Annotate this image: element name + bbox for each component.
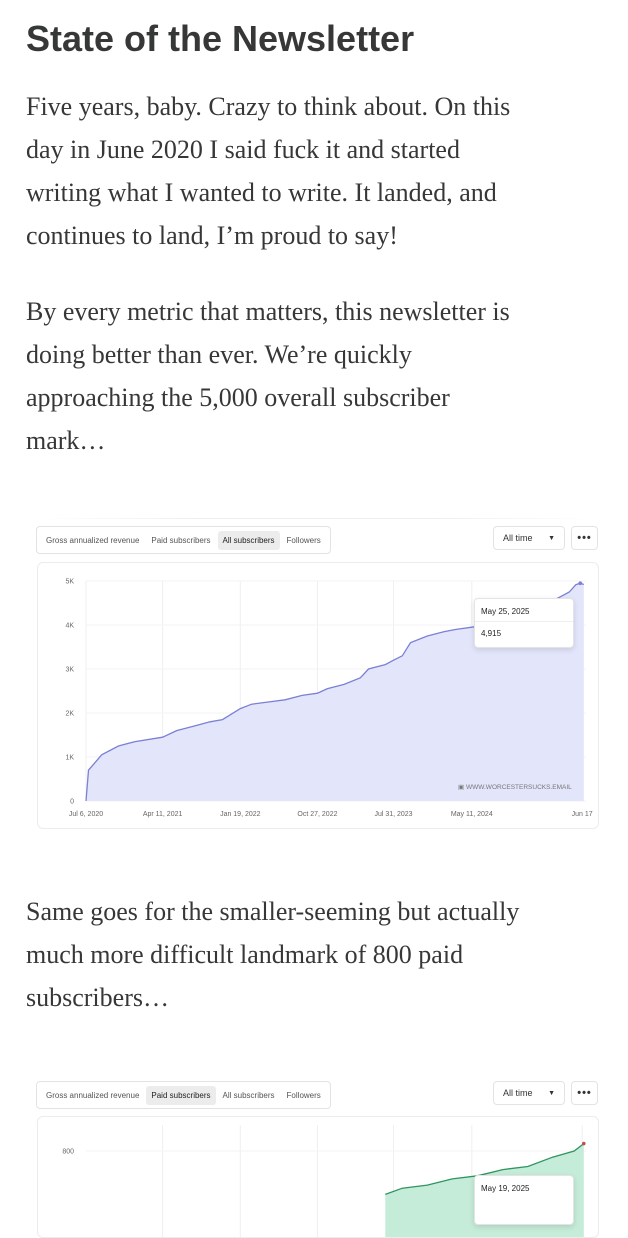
- paragraph-line: Five years, baby. Crazy to think about. …: [26, 92, 511, 121]
- paragraph-line: writing what I wanted to write. It lande…: [26, 178, 497, 207]
- bookmark-icon: ▣: [458, 784, 466, 791]
- tab-gross-annualized-revenue[interactable]: Gross annualized revenue: [46, 535, 140, 545]
- tab-paid-subscribers[interactable]: Paid subscribers: [146, 1085, 216, 1105]
- x-tick-label: Jun 17: [572, 811, 593, 818]
- tooltip-date: May 25, 2025: [481, 607, 530, 616]
- tooltip-date: May 19, 2025: [481, 1184, 530, 1193]
- x-tick-label: Apr 11, 2021: [143, 811, 183, 818]
- watermark-text: WWW.WORCESTERSUCKS.EMAIL: [465, 784, 572, 791]
- paragraph-line: continues to land, I’m proud to say!: [26, 221, 398, 250]
- tab-paid-subscribers[interactable]: Paid subscribers: [151, 535, 211, 545]
- chart-toolbar-all-subscribers: Gross annualized revenue Paid subscriber…: [36, 518, 598, 556]
- watermark: ▣ WWW.WORCESTERSUCKS.EMAIL: [458, 783, 572, 791]
- tab-gross-annualized-revenue[interactable]: Gross annualized revenue: [46, 1090, 140, 1100]
- metric-tabs: Gross annualized revenue Paid subscriber…: [36, 526, 331, 554]
- y-tick-label: 2K: [65, 711, 74, 718]
- series-line: [385, 1143, 585, 1196]
- paragraph-line: day in June 2020 I said fuck it and star…: [26, 135, 460, 164]
- article-title: State of the Newsletter: [26, 18, 415, 59]
- data-point: [582, 1141, 586, 1146]
- divider: [36, 518, 598, 519]
- x-tick-label: Jan 19, 2022: [220, 811, 261, 818]
- chevron-down-icon: ▼: [548, 1089, 555, 1097]
- y-tick-label: 0: [70, 799, 74, 806]
- chart-tooltip: May 19, 2025: [474, 1175, 574, 1225]
- metrics-paragraph: By every metric that matters, this newsl…: [26, 290, 606, 462]
- paragraph-line: By every metric that matters, this newsl…: [26, 297, 510, 326]
- x-tick-label: Jul 6, 2020: [69, 811, 103, 818]
- y-tick-label: 3K: [65, 667, 74, 674]
- tab-all-subscribers[interactable]: All subscribers: [222, 1090, 275, 1100]
- x-tick-label: Jul 31, 2023: [374, 811, 412, 818]
- paragraph-line: approaching the 5,000 overall subscriber: [26, 383, 450, 412]
- y-tick-label: 1K: [65, 755, 74, 762]
- more-options-button[interactable]: •••: [571, 1081, 598, 1105]
- more-options-button[interactable]: •••: [571, 526, 598, 550]
- chart-tooltip: May 25, 2025 4,915: [474, 598, 574, 648]
- paid-subscribers-chart: 800 May 19, 2025: [37, 1116, 599, 1238]
- x-tick-label: May 11, 2024: [451, 811, 493, 818]
- paragraph-line: Same goes for the smaller-seeming but ac…: [26, 897, 520, 926]
- chart-svg: 0 1K 2K 3K 4K 5K Jul 6, 2020 Apr 11, 2021 Jan 19…: [65, 579, 593, 819]
- time-range-value: All time: [503, 1088, 533, 1098]
- tab-followers[interactable]: Followers: [286, 535, 321, 545]
- paragraph-line: much more difficult landmark of 800 paid: [26, 940, 464, 969]
- intro-paragraph: Five years, baby. Crazy to think about. …: [26, 85, 606, 257]
- area-fill: [86, 583, 584, 801]
- divider: [475, 621, 573, 622]
- y-tick-label: 800: [62, 1149, 74, 1156]
- tooltip-value: 4,915: [481, 629, 502, 638]
- paragraph-line: mark…: [26, 426, 106, 455]
- all-subscribers-chart: 0 1K 2K 3K 4K 5K Jul 6, 2020 Apr 11, 2021 Jan 19…: [37, 562, 599, 829]
- x-tick-label: Oct 27, 2022: [297, 811, 337, 818]
- paragraph-line: subscribers…: [26, 983, 169, 1012]
- metric-tabs: Gross annualized revenue Paid subscriber…: [36, 1081, 331, 1109]
- paid-paragraph: Same goes for the smaller-seeming but ac…: [26, 890, 606, 1019]
- chevron-down-icon: ▼: [548, 534, 555, 542]
- chart-toolbar-paid-subscribers: Gross annualized revenue Paid subscriber…: [36, 1081, 598, 1111]
- tab-all-subscribers[interactable]: All subscribers: [217, 530, 280, 550]
- tab-followers[interactable]: Followers: [286, 1090, 321, 1100]
- paragraph-line: doing better than ever. We’re quickly: [26, 340, 412, 369]
- y-tick-label: 5K: [65, 579, 74, 586]
- time-range-select[interactable]: All time ▼: [493, 1081, 565, 1105]
- time-range-select[interactable]: All time ▼: [493, 526, 565, 550]
- time-range-value: All time: [503, 533, 533, 543]
- data-point: [578, 581, 583, 585]
- y-tick-label: 4K: [65, 623, 74, 630]
